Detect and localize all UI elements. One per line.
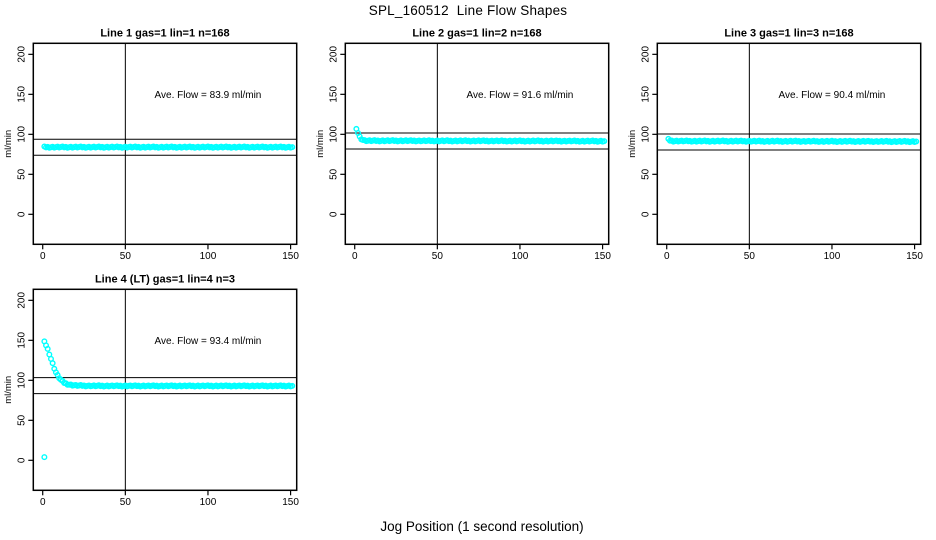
ave-flow-annotation: Ave. Flow = 83.9 ml/min [155,90,262,101]
data-point [913,138,920,145]
x-tick-label: 50 [120,497,132,508]
figure-title: SPL_160512 Line Flow Shapes [368,3,568,18]
y-axis-label: ml/min [627,130,638,158]
y-axis-label: ml/min [3,376,14,404]
x-axis: 0 50 100 150 [40,490,299,508]
x-tick-label: 50 [432,251,444,262]
data-point [289,382,296,389]
x-tick-label: 0 [40,251,46,262]
data-point [289,144,296,151]
data-points [353,125,608,145]
y-axis: 0 50 100 150 200 [17,46,34,217]
ave-flow-annotation: Ave. Flow = 93.4 ml/min [155,336,262,347]
y-tick-label: 50 [17,168,28,180]
data-point-outlier [41,454,48,461]
x-tick-label: 0 [664,251,670,262]
x-tick-label: 50 [744,251,756,262]
y-tick-label: 150 [329,86,340,103]
subplot-title: Line 3 gas=1 lin=3 n=168 [724,28,853,40]
y-tick-label: 100 [17,372,28,389]
subplot-title: Line 1 gas=1 lin=1 n=168 [100,28,229,40]
data-point [601,138,608,145]
y-tick-label: 150 [17,86,28,103]
x-tick-label: 100 [200,497,217,508]
data-points [41,338,296,461]
x-tick-label: 0 [40,497,46,508]
y-tick-label: 0 [17,211,28,217]
subplot-title: Line 2 gas=1 lin=2 n=168 [412,28,541,40]
x-tick-label: 100 [512,251,529,262]
x-tick-label: 150 [594,251,611,262]
y-tick-label: 100 [329,126,340,143]
data-points [665,135,920,146]
y-axis-label: ml/min [3,130,14,158]
x-axis: 0 50 100 150 [40,244,299,262]
x-tick-label: 150 [282,497,299,508]
y-tick-label: 200 [17,46,28,63]
plot-box [344,42,610,246]
x-tick-label: 150 [906,251,923,262]
y-tick-label: 200 [641,46,652,63]
y-tick-label: 50 [329,168,340,180]
data-points [41,143,296,151]
y-axis-label: ml/min [315,130,326,158]
subplot-line-3: Line 3 gas=1 lin=3 n=168 0 50 100 150 0 50 100 1… [627,28,923,263]
y-axis: 0 50 100 150 200 [329,46,346,217]
x-axis: 0 50 100 150 [352,244,611,262]
subplot-title: Line 4 (LT) gas=1 lin=4 n=3 [95,274,235,286]
y-tick-label: 50 [641,168,652,180]
subplot-line-4: Line 4 (LT) gas=1 lin=4 n=3 0 50 100 150 0 50 1… [3,274,299,509]
y-tick-label: 100 [17,126,28,143]
x-axis: 0 50 100 150 [664,244,923,262]
y-tick-label: 150 [17,332,28,349]
y-axis: 0 50 100 150 200 [641,46,658,217]
data-point [44,345,51,352]
y-tick-label: 0 [329,211,340,217]
x-tick-label: 100 [824,251,841,262]
y-tick-label: 200 [329,46,340,63]
y-tick-label: 100 [641,126,652,143]
ave-flow-annotation: Ave. Flow = 91.6 ml/min [467,90,574,101]
y-tick-label: 50 [17,414,28,426]
x-tick-label: 150 [282,251,299,262]
x-tick-label: 50 [120,251,132,262]
subplot-line-2: Line 2 gas=1 lin=2 n=168 0 50 100 150 0 50 100 1… [315,28,611,263]
y-tick-label: 150 [641,86,652,103]
x-tick-label: 100 [200,251,217,262]
ave-flow-annotation: Ave. Flow = 90.4 ml/min [779,90,886,101]
reference-lines [33,289,297,491]
x-axis-global-label: Jog Position (1 second resolution) [380,519,584,534]
plot-box [32,42,298,246]
data-point [49,360,56,367]
x-tick-label: 0 [352,251,358,262]
plot-box [656,42,922,246]
y-tick-label: 0 [17,457,28,463]
y-tick-label: 200 [17,292,28,309]
y-tick-label: 0 [641,211,652,217]
y-axis: 0 50 100 150 200 [17,292,34,463]
plot-box [32,288,298,492]
subplot-line-1: Line 1 gas=1 lin=1 n=168 0 50 100 150 0 50 100 1… [3,28,299,263]
